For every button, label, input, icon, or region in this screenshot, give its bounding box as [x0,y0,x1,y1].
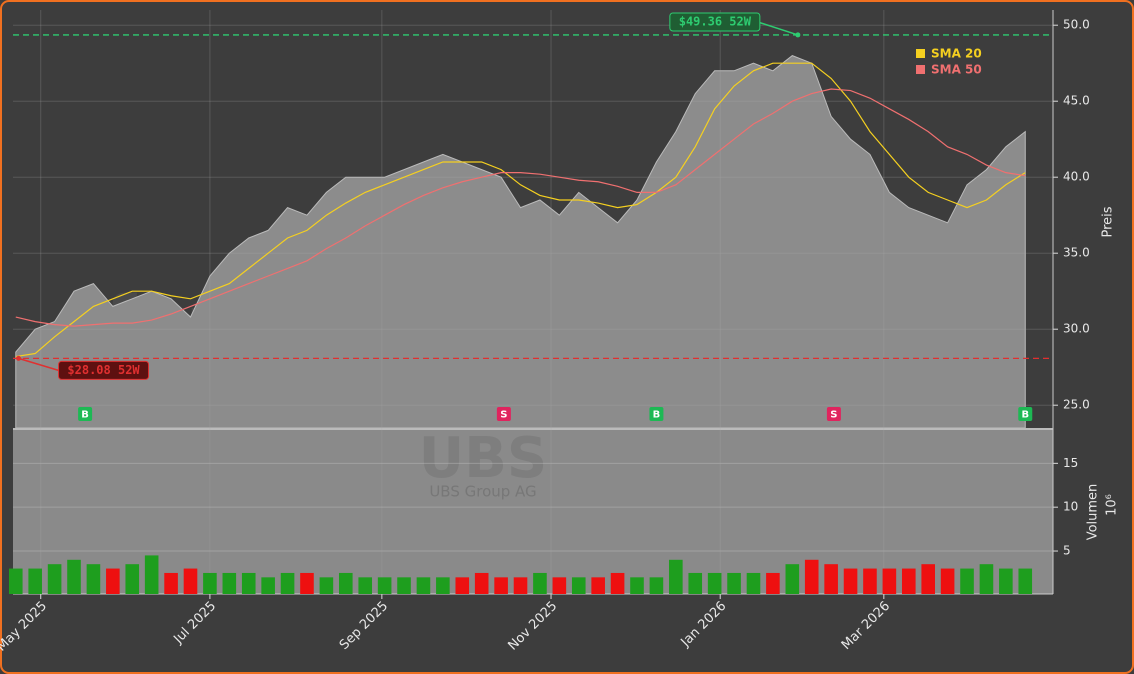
y-tick-label: 35.0 [1063,246,1090,260]
volume-bar [455,577,470,594]
volume-bar [649,577,664,594]
volume-bar [591,577,605,594]
volume-bar [183,568,198,594]
volume-bar [241,572,256,594]
volume-bar [552,577,567,594]
signal-box [1018,407,1033,421]
watermark-company: UBS Group AG [429,483,536,501]
level-label-box [58,360,150,380]
signal-label: S [500,410,507,421]
volume-panel [13,430,1053,594]
volume-bar [106,568,120,594]
level-point [795,32,801,38]
signal-box [826,407,841,421]
volume-bar [164,572,178,594]
volume-bar [513,577,528,594]
legend-label: SMA 20 [931,47,982,61]
level-label: $28.08 52W [67,363,140,377]
volume-bar [8,568,23,594]
volume-bar [222,572,237,594]
volume-bar [397,577,411,594]
volume-bar [280,572,295,594]
volume-bar [203,572,217,594]
volume-bar [921,564,935,594]
volume-bar [533,572,547,594]
volume-bar [1018,568,1033,594]
signal-label: B [1021,410,1029,421]
volume-bar [339,572,353,594]
volume-bar [746,572,761,594]
volume-bar [804,559,819,594]
volume-bar [494,577,508,594]
volume-bar [28,568,42,594]
level-arrow [18,357,59,372]
volume-bar [300,572,314,594]
volume-bar [766,572,780,594]
y-tick-label: 30.0 [1063,322,1090,336]
volume-bar [125,564,140,594]
volume-bar [47,564,62,594]
sma-line [15,62,1026,358]
signal-label: B [81,410,89,421]
volume-bar [416,577,431,594]
volume-bar [261,577,275,594]
volume-bar [67,559,81,594]
level-point [16,355,22,361]
watermark-symbol: UBS [419,426,548,491]
volume-bar [785,564,800,594]
signal-label: S [830,410,837,421]
volume-bar [630,577,644,594]
volume-bar [610,572,625,594]
volume-bar [474,572,489,594]
level-label: $49.36 52W [679,15,752,29]
y-tick-label: 40.0 [1063,170,1090,184]
volume-bar [727,572,741,594]
y-axis-label: Preis [1101,206,1116,237]
signal-label: B [653,410,661,421]
volume-bar [319,577,334,594]
level-label-box [669,12,761,32]
y-tick-label: 5 [1063,544,1071,558]
y-tick-label: 50.0 [1063,18,1090,32]
volume-bar [358,577,373,594]
y-tick-label: 25.0 [1063,398,1090,412]
volume-bar [144,555,159,594]
volume-bar [571,577,586,594]
y-tick-label: 10 [1063,500,1078,514]
signal-box [496,407,511,421]
volume-bar [863,568,877,594]
legend-swatch [916,49,925,58]
volume-bar [999,568,1013,594]
volume-bar [901,568,916,594]
price-area [15,55,1026,429]
volume-bar [436,577,450,594]
legend-label: SMA 50 [931,63,982,77]
volume-bar [960,568,974,594]
legend-swatch [916,65,925,74]
volume-bar [688,572,703,594]
sma-line [15,88,1026,327]
volume-bar [824,564,838,594]
volume-bar [979,564,994,594]
volume-bar [882,568,897,594]
volume-unit: 10⁶ [1105,494,1120,516]
y-tick-label: 45.0 [1063,94,1090,108]
volume-bar [669,559,683,594]
level-arrow [757,21,799,36]
signal-box [649,407,664,421]
volume-bar [843,568,858,594]
volume-bar [707,572,722,594]
signal-box [78,407,93,421]
volume-axis-label: Volumen [1086,484,1101,541]
volume-bar [940,568,955,594]
volume-bar [86,564,101,594]
y-tick-label: 15 [1063,456,1078,470]
volume-bar [377,577,392,594]
